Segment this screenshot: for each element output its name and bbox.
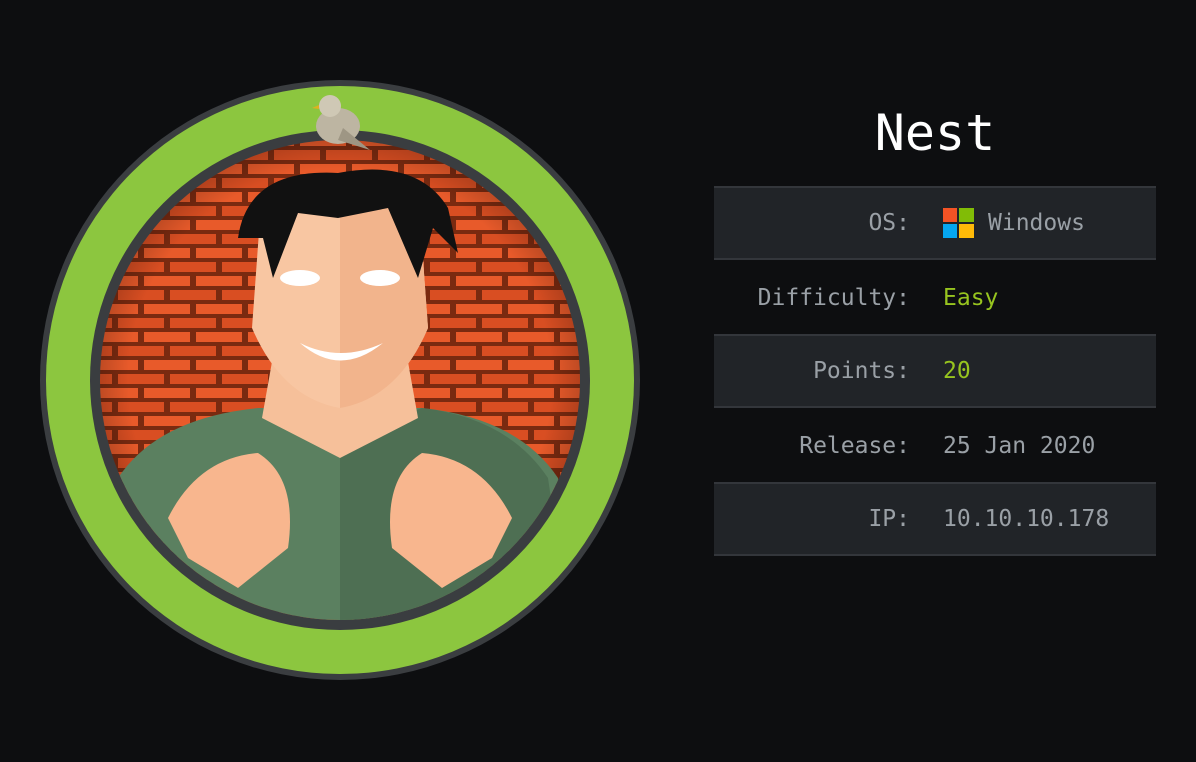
difficulty-value: Easy — [943, 285, 999, 311]
ip-value: 10.10.10.178 — [943, 506, 1110, 532]
points-label: Points: — [813, 358, 910, 384]
release-value: 25 Jan 2020 — [943, 433, 1096, 459]
ip-label: IP: — [868, 506, 910, 532]
release-label: Release: — [799, 433, 910, 459]
ip-row: IP: 10.10.10.178 — [714, 482, 1156, 556]
points-value: 20 — [943, 358, 971, 384]
machine-name: Nest — [874, 104, 996, 162]
machine-avatar — [40, 80, 640, 680]
os-row: OS: Windows — [714, 186, 1156, 260]
points-row: Points: 20 — [714, 334, 1156, 408]
windows-logo-icon — [943, 208, 974, 238]
os-label: OS: — [868, 210, 910, 236]
os-value: Windows — [988, 210, 1085, 236]
release-row: Release: 25 Jan 2020 — [714, 408, 1156, 482]
difficulty-row: Difficulty: Easy — [714, 260, 1156, 334]
difficulty-label: Difficulty: — [757, 285, 910, 311]
machine-info-table: OS: Windows Difficulty: Easy Points: 20 … — [714, 186, 1156, 556]
bird-icon — [312, 95, 370, 150]
